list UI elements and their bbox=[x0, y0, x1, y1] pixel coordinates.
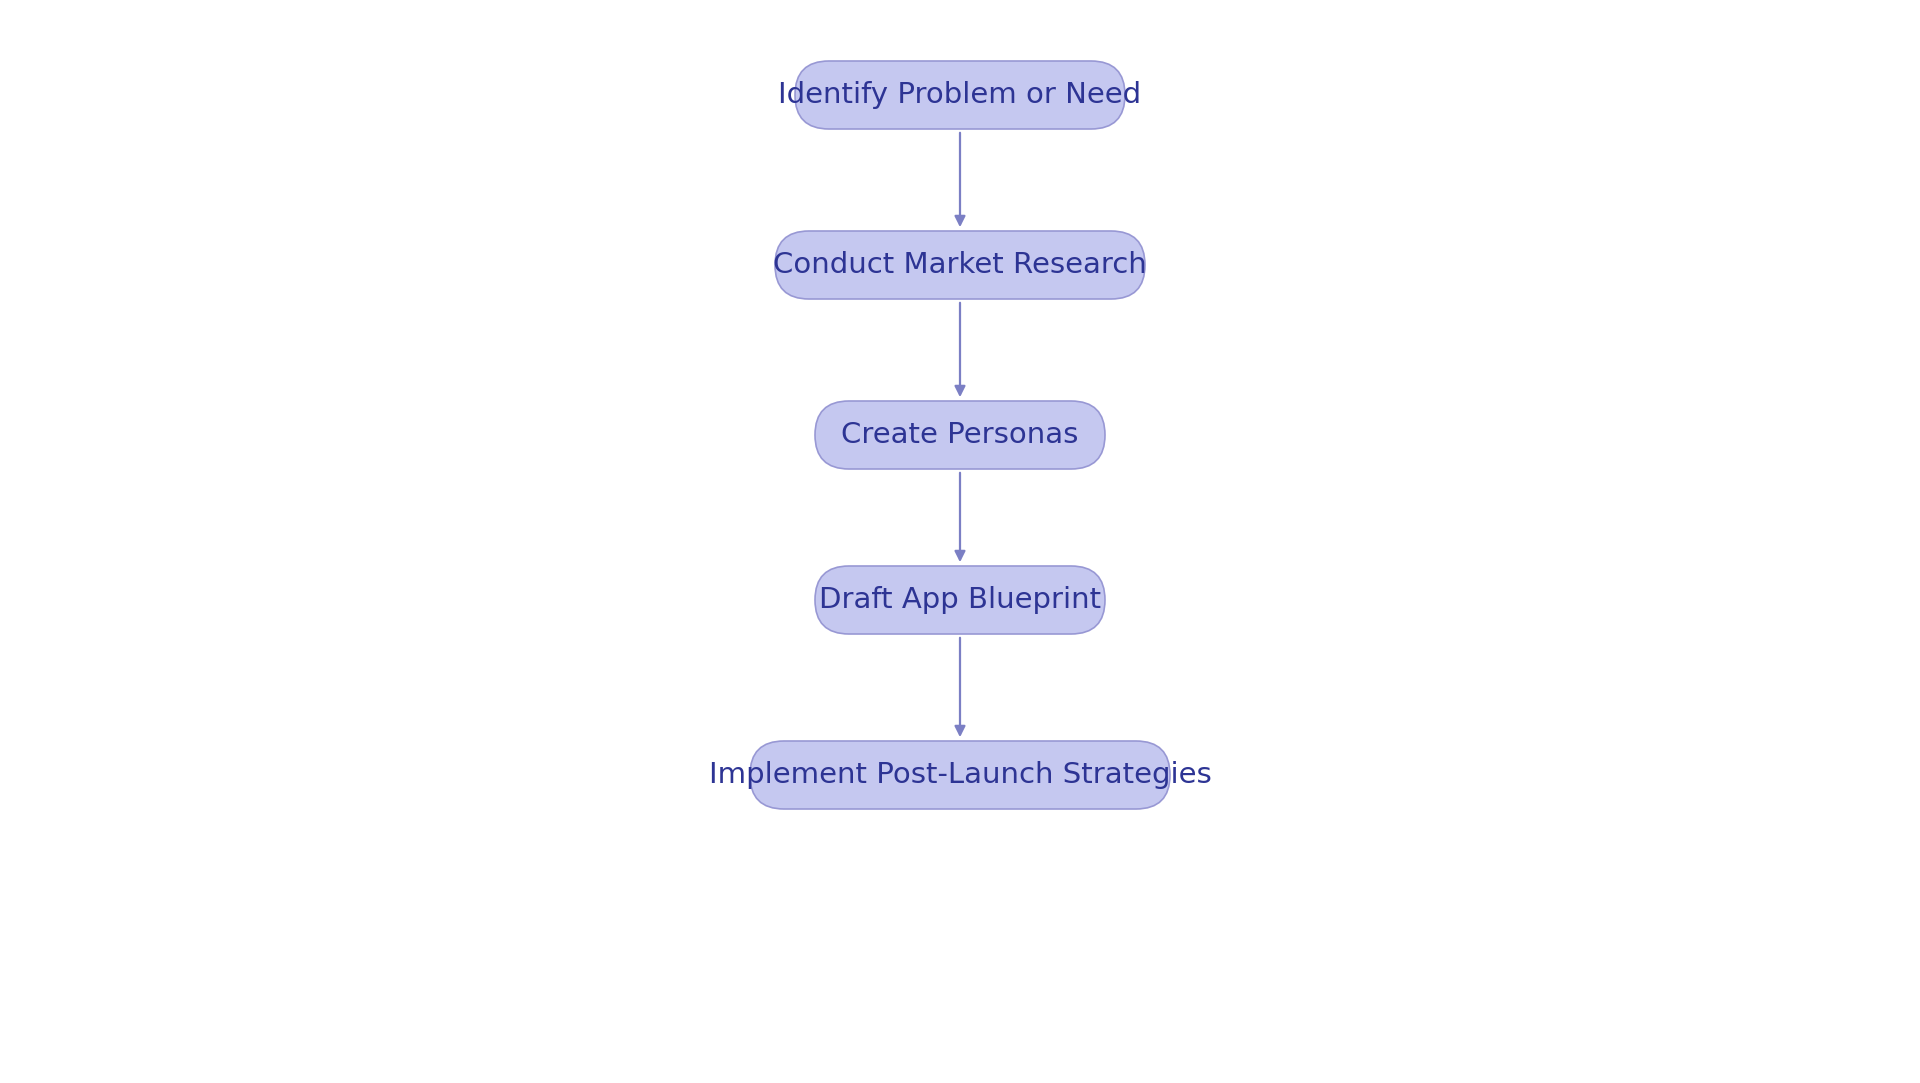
Text: Draft App Blueprint: Draft App Blueprint bbox=[820, 586, 1100, 614]
Text: Implement Post-Launch Strategies: Implement Post-Launch Strategies bbox=[708, 761, 1212, 790]
Text: Identify Problem or Need: Identify Problem or Need bbox=[778, 81, 1142, 109]
FancyBboxPatch shape bbox=[751, 741, 1169, 809]
FancyBboxPatch shape bbox=[814, 566, 1106, 634]
FancyBboxPatch shape bbox=[776, 231, 1144, 299]
FancyBboxPatch shape bbox=[795, 61, 1125, 129]
FancyBboxPatch shape bbox=[814, 401, 1106, 469]
Text: Conduct Market Research: Conduct Market Research bbox=[774, 251, 1146, 279]
Text: Create Personas: Create Personas bbox=[841, 421, 1079, 449]
